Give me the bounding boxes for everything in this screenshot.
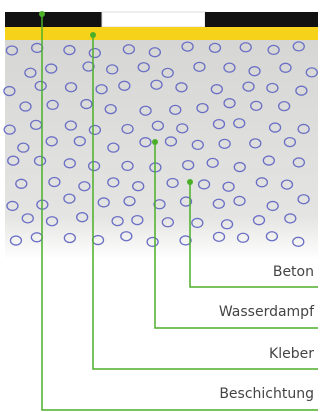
diagram: Beton Wasserdampf Kleber Beschichtung [0, 0, 318, 412]
coating-dark [205, 12, 318, 27]
label: Kleber [269, 346, 314, 362]
label: Beschichtung [219, 386, 314, 402]
adhesive [5, 27, 318, 40]
label: Beton [273, 264, 314, 280]
coating-light [102, 12, 205, 27]
label: Wasserdampf [219, 304, 315, 320]
coating-dark [5, 12, 102, 27]
